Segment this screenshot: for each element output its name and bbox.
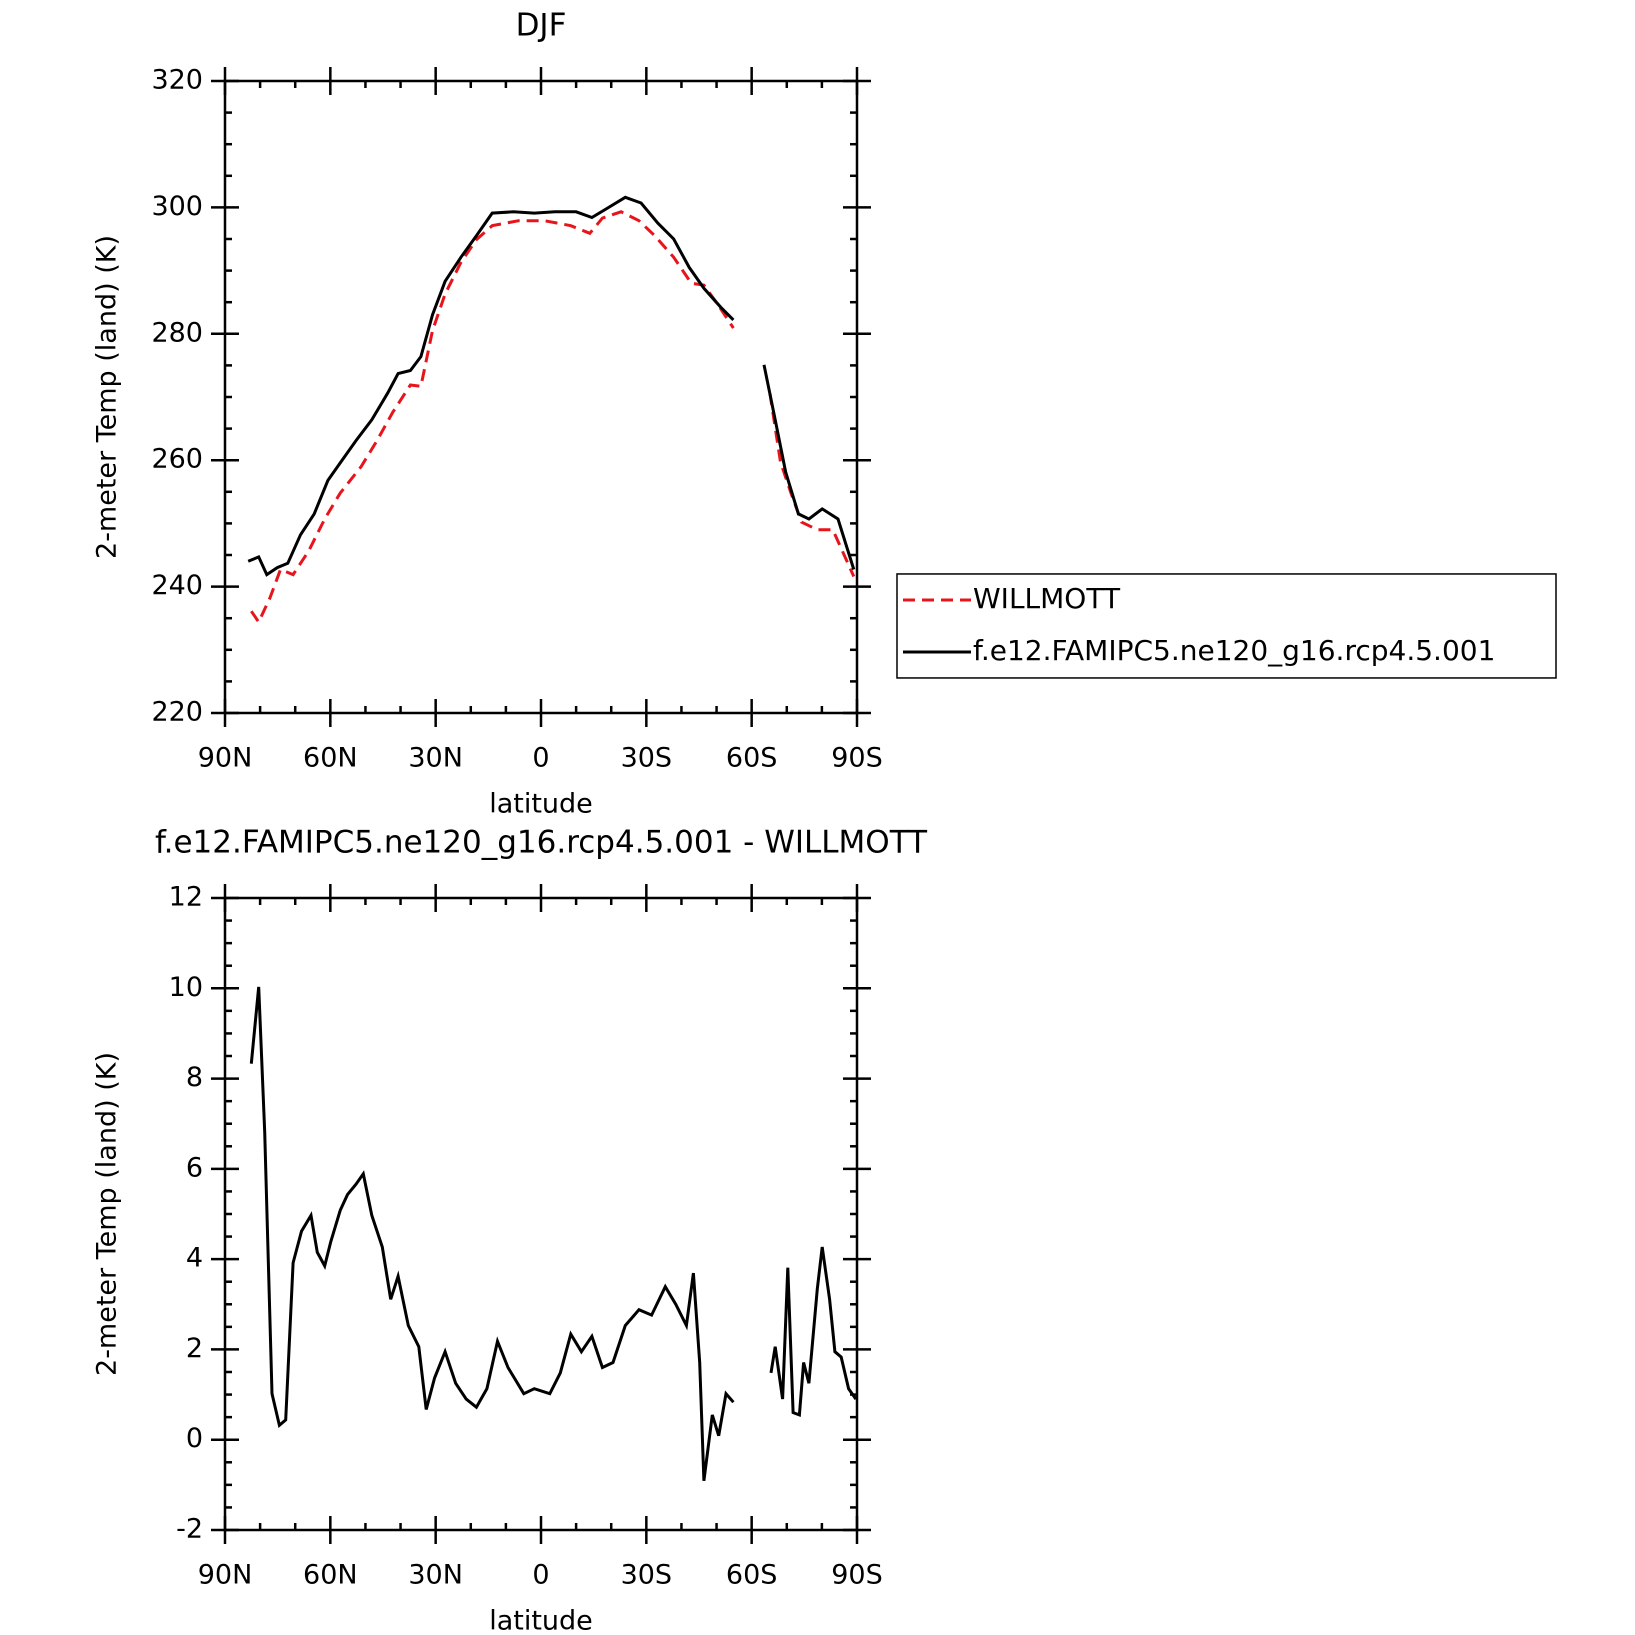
plot-frame [223,896,859,1532]
x-tick-label: 0 [532,743,549,774]
x-tick-label: 30S [621,1560,673,1591]
y-tick-label: 220 [151,697,203,728]
y-tick-label: 12 [169,882,203,913]
data-line [247,195,856,577]
chart-title: DJF [516,8,567,44]
y-tick-label: 4 [186,1243,203,1274]
y-tick-label: 260 [151,444,203,475]
y-axis-label: 2-meter Temp (land) (K) [92,1052,123,1376]
y-tick-label: 6 [186,1152,203,1183]
x-tick-label: 60N [303,1560,358,1591]
y-tick-label: 8 [186,1062,203,1093]
y-tick-label: 300 [151,191,203,222]
x-tick-label: 30N [408,1560,463,1591]
x-tick-label: 30N [408,743,463,774]
y-tick-label: 10 [169,972,203,1003]
x-axis-label: latitude [489,1606,593,1635]
legend-box [896,573,1557,679]
legend-label: f.e12.FAMIPC5.ne120_g16.rcp4.5.001 [973,634,1495,667]
chart-title: f.e12.FAMIPC5.ne120_g16.rcp4.5.001 - WIL… [155,825,928,861]
x-tick-label: 0 [532,1560,549,1591]
plot-frame [223,79,859,715]
data-line [250,210,856,626]
y-axis-label: 2-meter Temp (land) (K) [92,235,123,559]
y-tick-label: 2 [186,1333,203,1364]
x-tick-label: 60S [726,743,778,774]
x-tick-label: 90N [198,743,253,774]
y-tick-label: 280 [151,317,203,348]
y-tick-label: 320 [151,65,203,96]
x-tick-label: 90N [198,1560,253,1591]
x-axis-label: latitude [489,789,593,820]
y-tick-label: 240 [151,570,203,601]
legend-label: WILLMOTT [973,582,1121,615]
data-line [249,986,858,1481]
x-tick-label: 30S [621,743,673,774]
x-tick-label: 90S [831,1560,883,1591]
y-tick-label: 0 [186,1423,203,1454]
x-tick-label: 60S [726,1560,778,1591]
x-tick-label: 60N [303,743,358,774]
y-tick-label: -2 [176,1514,203,1545]
x-tick-label: 90S [831,743,883,774]
